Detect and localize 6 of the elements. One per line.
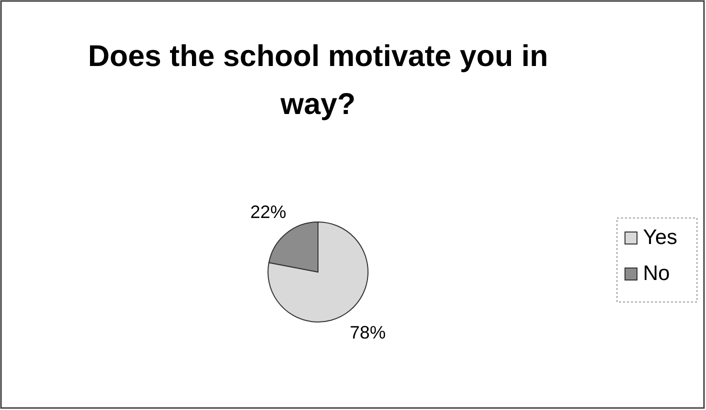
data-label: 22% xyxy=(250,202,286,222)
legend-label: No xyxy=(643,262,670,285)
chart-title: Does the school motivate you in way? xyxy=(88,40,548,121)
pie-slice xyxy=(268,222,368,322)
data-label: 78% xyxy=(350,322,386,342)
legend-label: Yes xyxy=(643,226,678,249)
